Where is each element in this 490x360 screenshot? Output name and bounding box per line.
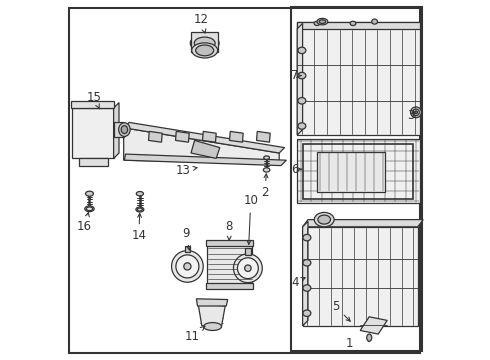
Ellipse shape	[192, 43, 218, 58]
Polygon shape	[114, 122, 124, 137]
Bar	[317, 152, 386, 192]
Ellipse shape	[86, 191, 94, 196]
Polygon shape	[297, 23, 303, 135]
Text: 5: 5	[332, 300, 350, 321]
Ellipse shape	[298, 98, 306, 104]
Bar	[206, 240, 253, 246]
Text: 14: 14	[131, 213, 147, 242]
Ellipse shape	[204, 323, 221, 330]
Text: 3: 3	[408, 109, 415, 122]
Polygon shape	[72, 108, 114, 158]
Ellipse shape	[303, 285, 311, 291]
Polygon shape	[207, 245, 252, 288]
Ellipse shape	[413, 109, 419, 116]
Text: 2: 2	[261, 174, 269, 199]
Polygon shape	[303, 227, 418, 326]
Ellipse shape	[319, 20, 326, 23]
Ellipse shape	[119, 123, 130, 136]
Ellipse shape	[137, 208, 143, 211]
Ellipse shape	[318, 215, 330, 224]
Text: 13: 13	[175, 164, 197, 177]
Polygon shape	[123, 122, 285, 153]
Ellipse shape	[196, 45, 214, 56]
Ellipse shape	[303, 260, 311, 266]
Polygon shape	[196, 299, 228, 306]
Text: 12: 12	[194, 13, 209, 33]
Ellipse shape	[184, 263, 191, 270]
Text: 4: 4	[291, 276, 305, 289]
Bar	[297, 139, 419, 203]
Polygon shape	[191, 140, 220, 158]
Bar	[185, 246, 190, 252]
Ellipse shape	[190, 35, 219, 52]
Polygon shape	[198, 304, 225, 326]
Text: 16: 16	[77, 213, 92, 233]
Ellipse shape	[172, 251, 203, 282]
Polygon shape	[303, 220, 423, 227]
Ellipse shape	[411, 107, 421, 118]
Ellipse shape	[350, 21, 356, 26]
Text: 11: 11	[185, 326, 205, 343]
Ellipse shape	[303, 234, 311, 241]
Ellipse shape	[121, 126, 127, 134]
Ellipse shape	[264, 156, 270, 159]
Ellipse shape	[367, 334, 372, 341]
Ellipse shape	[298, 47, 306, 54]
Polygon shape	[123, 128, 279, 164]
Polygon shape	[257, 131, 270, 142]
Bar	[206, 283, 253, 289]
Polygon shape	[297, 22, 419, 135]
Bar	[291, 7, 422, 351]
Ellipse shape	[298, 123, 306, 129]
Ellipse shape	[263, 168, 270, 172]
Ellipse shape	[314, 212, 334, 227]
Ellipse shape	[238, 258, 258, 279]
Text: 8: 8	[225, 220, 233, 240]
Polygon shape	[191, 32, 219, 52]
Ellipse shape	[303, 310, 311, 316]
Ellipse shape	[317, 18, 328, 25]
Text: 9: 9	[182, 227, 191, 250]
Bar	[245, 248, 251, 255]
Polygon shape	[124, 154, 286, 166]
Ellipse shape	[136, 192, 144, 196]
Polygon shape	[229, 131, 243, 142]
Polygon shape	[72, 101, 114, 108]
Text: 1: 1	[345, 337, 353, 350]
Text: 10: 10	[244, 194, 258, 244]
Ellipse shape	[298, 72, 306, 79]
Text: 6: 6	[291, 163, 301, 176]
Ellipse shape	[245, 265, 251, 271]
Text: 7: 7	[291, 69, 301, 82]
Polygon shape	[114, 103, 119, 158]
Ellipse shape	[136, 207, 144, 212]
Polygon shape	[202, 131, 216, 142]
Polygon shape	[79, 158, 108, 166]
Ellipse shape	[176, 255, 199, 278]
Text: 15: 15	[86, 91, 101, 109]
Polygon shape	[297, 22, 419, 29]
Polygon shape	[175, 131, 189, 142]
Ellipse shape	[194, 37, 215, 49]
Bar	[303, 144, 413, 199]
Ellipse shape	[372, 19, 377, 24]
Polygon shape	[303, 221, 308, 326]
Polygon shape	[360, 317, 387, 334]
Ellipse shape	[86, 207, 93, 211]
Ellipse shape	[85, 206, 94, 212]
Polygon shape	[148, 131, 162, 142]
Ellipse shape	[233, 254, 262, 283]
Ellipse shape	[415, 111, 417, 114]
Ellipse shape	[314, 21, 320, 26]
